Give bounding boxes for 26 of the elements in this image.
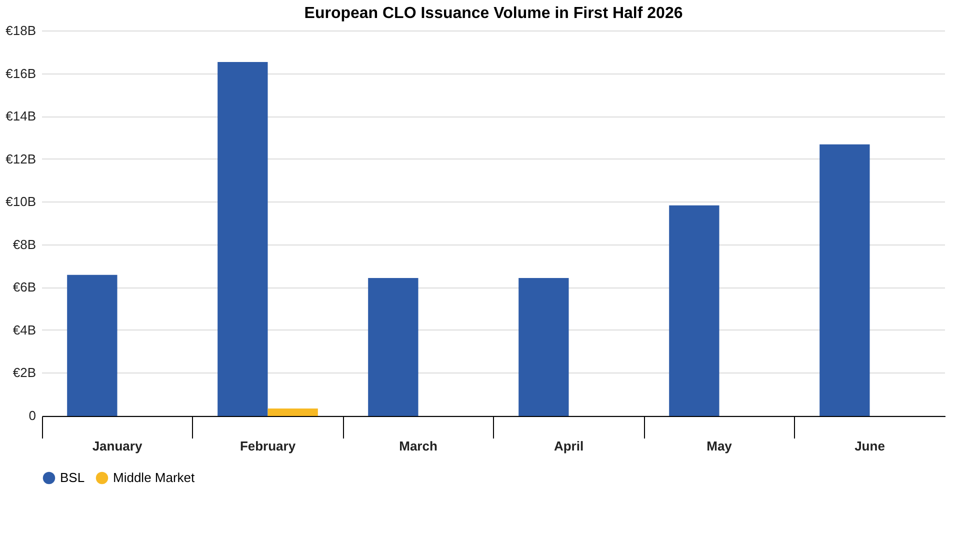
y-tick-label: €8B <box>12 236 36 252</box>
bar <box>820 144 870 416</box>
x-tick-label: February <box>240 438 296 454</box>
x-tick-label: March <box>399 438 438 454</box>
y-tick-label: €12B <box>6 151 36 166</box>
bar <box>218 62 268 416</box>
y-tick-label: €10B <box>6 194 36 210</box>
bar <box>518 278 569 416</box>
bar <box>268 408 318 416</box>
bar <box>368 278 418 416</box>
x-tick-label: June <box>854 438 885 454</box>
chart-title: European CLO Issuance Volume in First Half 2026 <box>304 5 683 22</box>
legend-label: Middle Market <box>113 470 196 485</box>
legend-label: BSL <box>60 470 85 485</box>
x-tick-label: May <box>706 438 733 454</box>
x-tick-label: April <box>554 438 584 454</box>
y-tick-label: €14B <box>6 108 36 124</box>
y-tick-label: €4B <box>12 322 36 338</box>
bar <box>67 274 118 416</box>
y-tick-label: €6B <box>12 280 36 295</box>
y-tick-label: €16B <box>6 66 36 81</box>
x-tick-label: January <box>92 438 143 454</box>
y-tick-label: €18B <box>6 23 36 38</box>
bar <box>669 205 720 416</box>
y-tick-label: €2B <box>12 365 36 380</box>
y-tick-label: 0 <box>28 408 36 423</box>
